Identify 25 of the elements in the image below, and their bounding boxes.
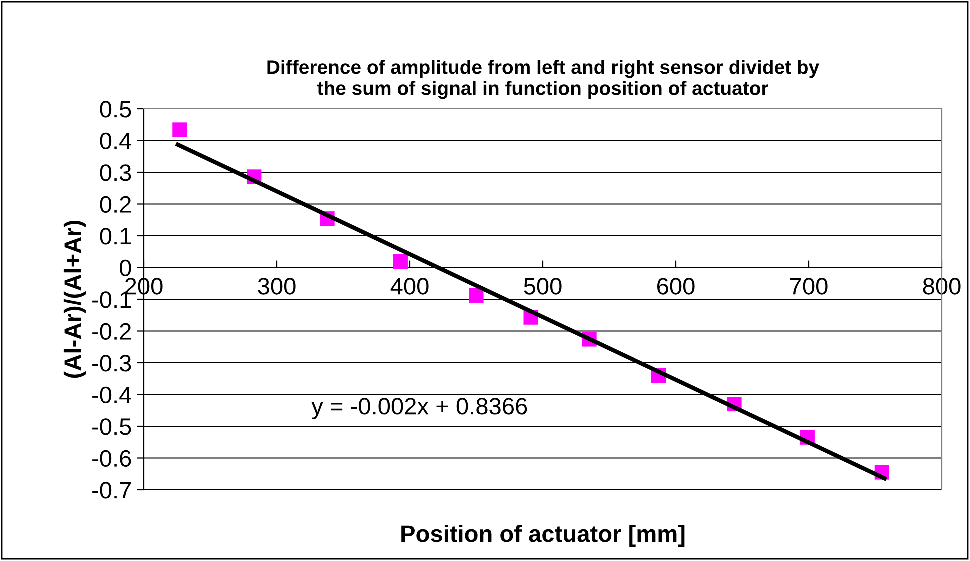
- annotation: y = -0.002x + 0.8366: [312, 398, 528, 420]
- y-tick-label: 0.1: [100, 228, 132, 245]
- x-tick-label: 700: [790, 278, 828, 295]
- chart-title: Difference of amplitude from left and right sensor dividet by the sum of signal in function position of actuator: [268, 60, 820, 100]
- y-tick-label: -0.3: [92, 355, 132, 372]
- x-tick-label: 500: [524, 278, 562, 295]
- y-tick-label: 0.2: [100, 196, 132, 214]
- y-tick-label: -0.2: [92, 323, 132, 340]
- y-tick-label: 0.4: [100, 132, 132, 150]
- y-tick-label: 0.3: [100, 164, 132, 182]
- point: [469, 288, 484, 303]
- y-tick-label: 0.5: [100, 101, 132, 118]
- x-tick-label: 800: [923, 278, 961, 295]
- point: [172, 122, 188, 138]
- y-axis-title: (Al-Ar)/(Al+Ar): [64, 220, 86, 378]
- y-tick-label: -0.6: [92, 450, 132, 468]
- point: [393, 254, 408, 269]
- y-tick-label: -0.5: [92, 418, 132, 436]
- x-tick-label: 400: [390, 278, 429, 295]
- x-tick-label: 300: [258, 278, 296, 295]
- x-axis-title: Position of actuator [mm]: [402, 524, 685, 548]
- y-tick-label: 0: [120, 260, 132, 277]
- x-tick-label: 600: [658, 278, 695, 295]
- y-tick-label: -0.4: [92, 386, 132, 404]
- y-tick-label: -0.7: [92, 482, 132, 499]
